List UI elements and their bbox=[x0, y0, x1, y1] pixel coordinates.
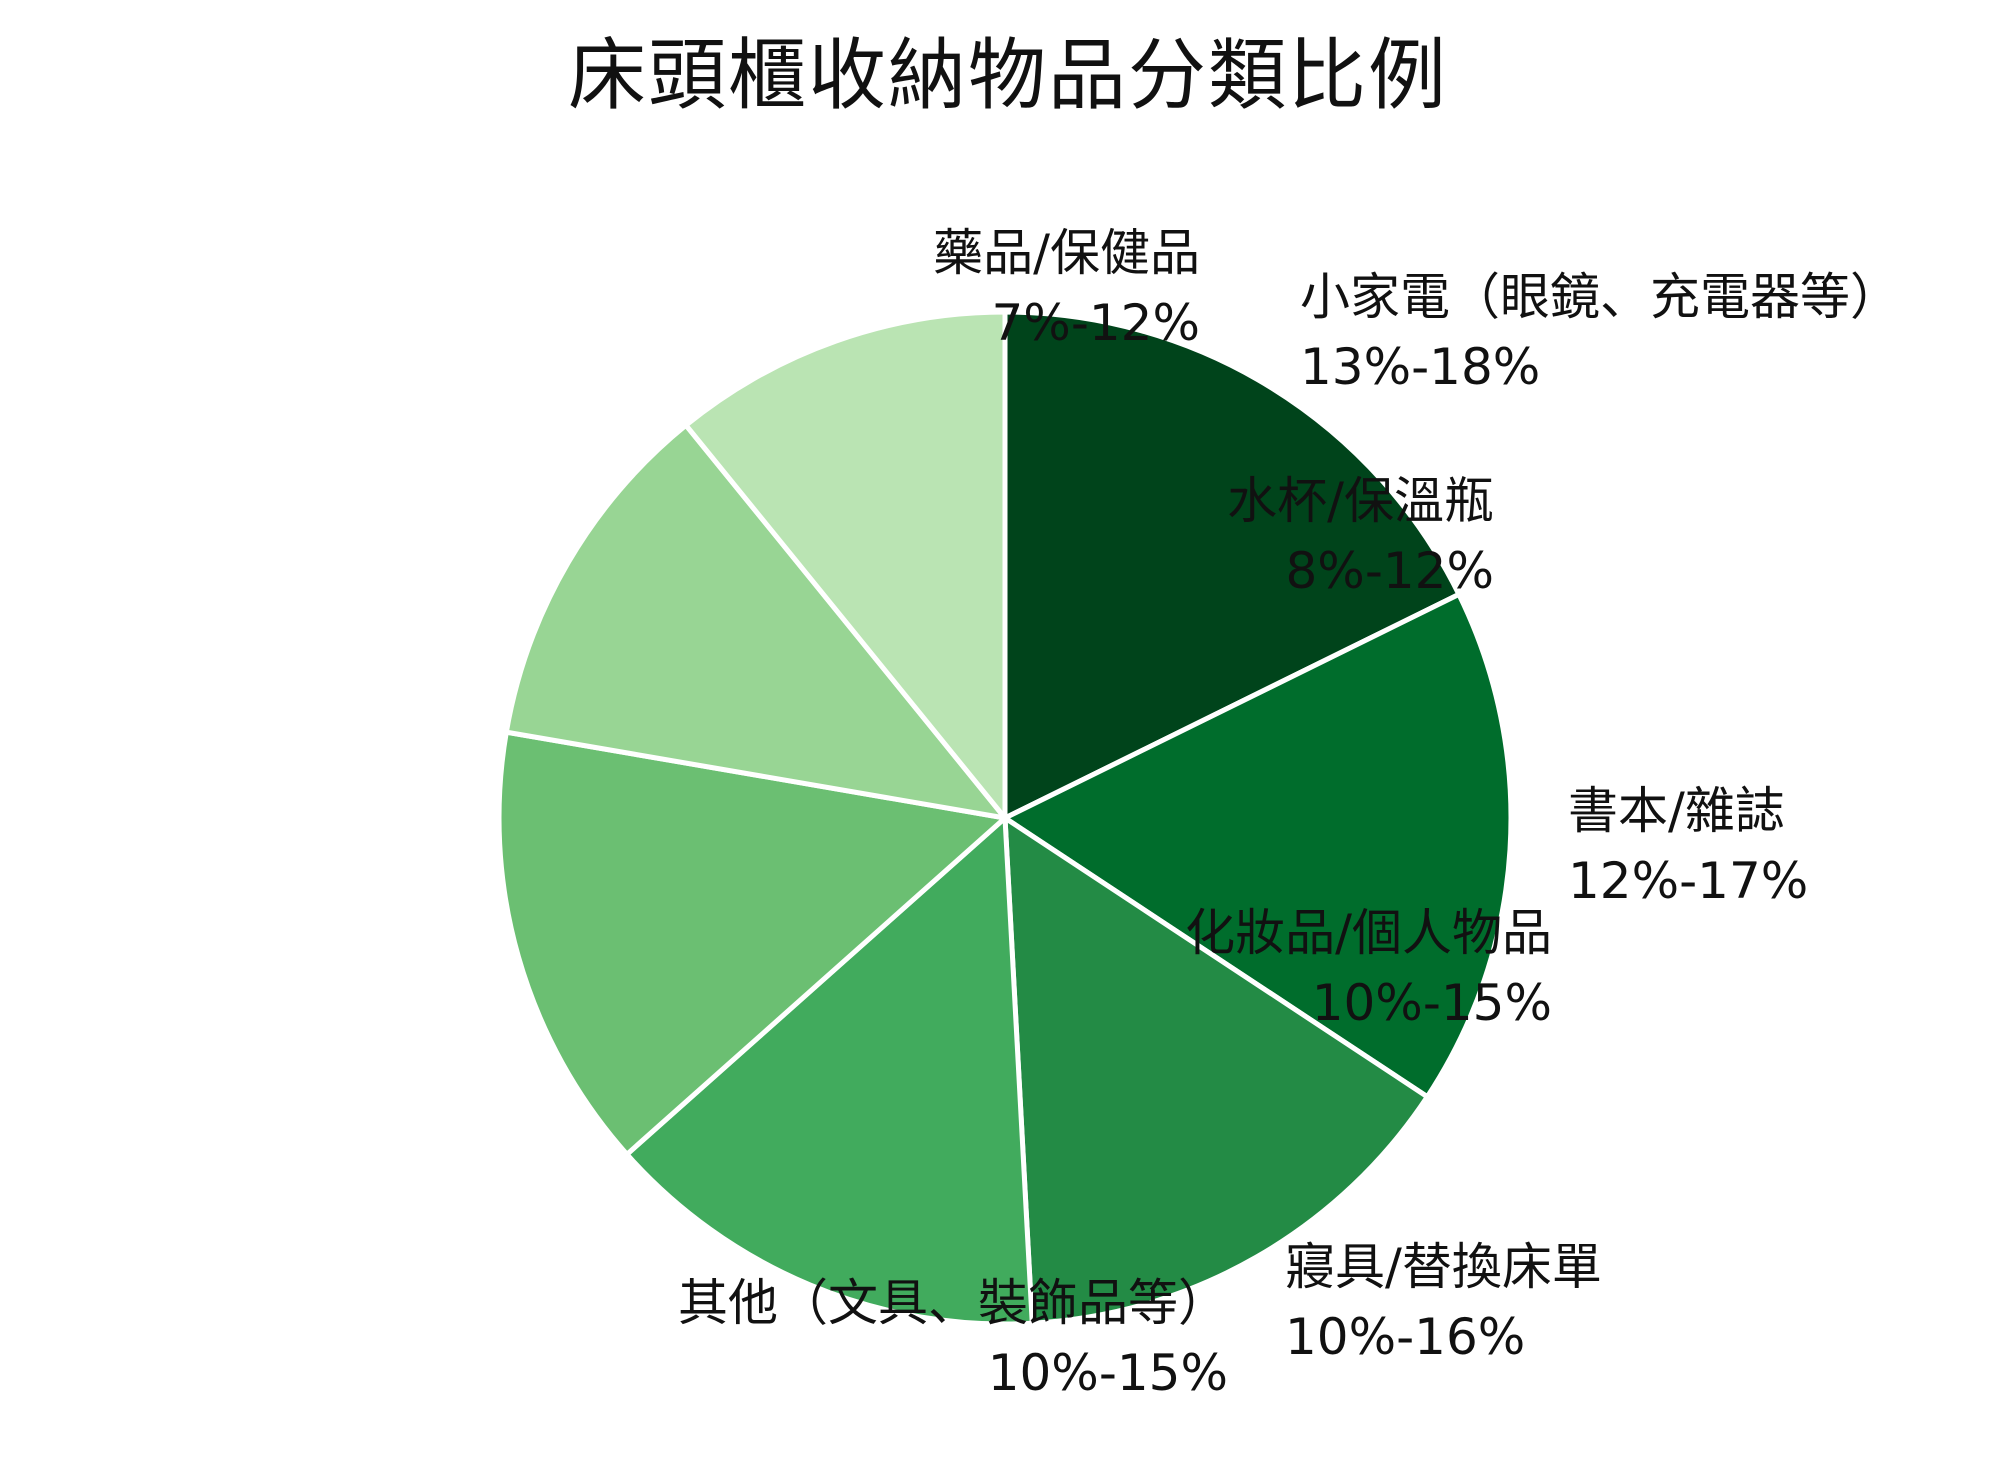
pie-slice bbox=[1002, 309, 1462, 821]
slice-label-name: 藥品/保健品 bbox=[933, 224, 1200, 282]
slice-label-range: 13%-18% bbox=[1300, 338, 1541, 396]
slice-label: 水杯/保溫瓶 8%-12% bbox=[1227, 466, 1494, 606]
pie-slice bbox=[624, 815, 1035, 1327]
slice-label: 化妝品/個人物品 10%-15% bbox=[1185, 898, 1552, 1038]
pie-slice bbox=[1002, 815, 1430, 1326]
slice-label-range: 7%-12% bbox=[991, 294, 1201, 352]
slice-label-name: 化妝品/個人物品 bbox=[1185, 904, 1552, 962]
pie-slice bbox=[503, 422, 1008, 821]
chart-title: 床頭櫃收納物品分類比例 bbox=[567, 31, 1448, 121]
pie-slice bbox=[683, 309, 1008, 821]
slice-label: 寢具/替換床單 10%-16% bbox=[1285, 1232, 1602, 1372]
slice-label-range: 10%-15% bbox=[987, 1344, 1228, 1402]
slice-label: 其他（文具、裝飾品等） 10%-15% bbox=[678, 1268, 1228, 1408]
slice-label-range: 8%-12% bbox=[1285, 542, 1495, 600]
pie-slices bbox=[496, 309, 1514, 1327]
slice-label: 藥品/保健品 7%-12% bbox=[933, 218, 1200, 358]
slice-label: 小家電（眼鏡、充電器等） 13%-18% bbox=[1300, 262, 1900, 402]
slice-label: 書本/雜誌 12%-17% bbox=[1568, 776, 1808, 916]
slice-label-name: 書本/雜誌 bbox=[1568, 782, 1785, 840]
slice-label-name: 寢具/替換床單 bbox=[1285, 1238, 1602, 1296]
slice-label-range: 12%-17% bbox=[1568, 852, 1809, 910]
slice-label-name: 小家電（眼鏡、充電器等） bbox=[1300, 268, 1900, 326]
pie-slice bbox=[1002, 591, 1514, 1100]
slice-label-name: 水杯/保溫瓶 bbox=[1227, 472, 1494, 530]
pie-slice bbox=[496, 729, 1008, 1157]
slice-label-name: 其他（文具、裝飾品等） bbox=[678, 1274, 1228, 1332]
slice-label-range: 10%-15% bbox=[1311, 974, 1552, 1032]
slice-label-range: 10%-16% bbox=[1285, 1308, 1526, 1366]
